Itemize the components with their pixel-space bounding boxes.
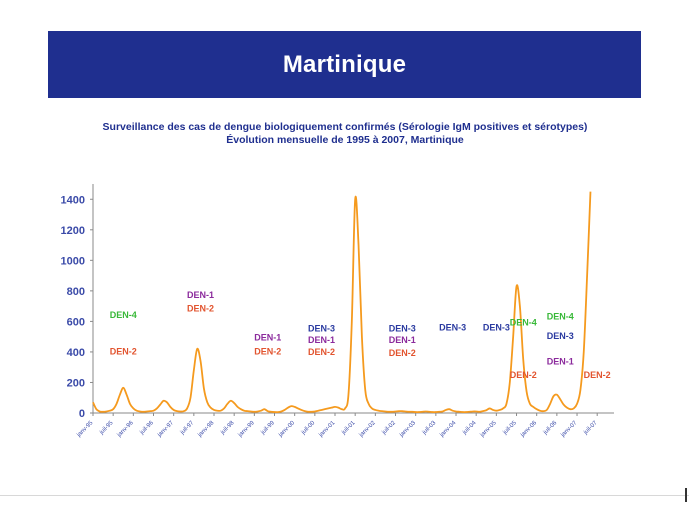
x-tick-label: juil-01	[340, 420, 357, 437]
serotype-label: DEN-1	[254, 333, 281, 343]
page-edge-mark	[685, 488, 687, 502]
x-tick-label: juil-97	[179, 420, 196, 437]
x-tick-label: janv-05	[479, 420, 498, 439]
x-tick-label: janv-07	[560, 420, 579, 439]
y-tick-label: 200	[67, 377, 85, 389]
x-tick-label: juil-05	[502, 420, 519, 437]
x-tick-label: janv-97	[156, 420, 175, 439]
chart-subtitle-line1: Surveillance des cas de dengue biologiqu…	[102, 121, 588, 133]
y-tick-label: 1400	[61, 194, 85, 206]
x-tick-label: janv-99	[237, 420, 256, 439]
serotype-label: DEN-3	[308, 324, 335, 334]
serotype-label: DEN-1	[547, 356, 574, 366]
series-line	[92, 191, 592, 414]
serotype-label: DEN-2	[187, 304, 214, 314]
serotype-label: DEN-2	[389, 348, 416, 358]
title-banner: Martinique	[48, 31, 641, 98]
y-tick-label: 1000	[61, 255, 85, 267]
serotype-label: DEN-2	[510, 370, 537, 380]
x-tick-label: juil-95	[98, 420, 115, 437]
serotype-label: DEN-1	[389, 335, 416, 345]
y-tick-label: 600	[67, 316, 85, 328]
y-tick-label: 0	[79, 408, 85, 420]
serotype-label: DEN-2	[110, 346, 137, 356]
serotype-label: DEN-4	[510, 317, 537, 327]
serotype-label: DEN-3	[547, 331, 574, 341]
x-tick-label: juil-07	[582, 420, 599, 437]
x-tick-label: janv-03	[398, 420, 417, 439]
x-tick-label: juil-04	[461, 420, 478, 437]
x-tick-label: juil-99	[260, 420, 277, 437]
x-tick-label: janv-95	[76, 420, 95, 439]
x-tick-label: juil-06	[542, 420, 559, 437]
y-tick-label: 800	[67, 286, 85, 298]
serotype-label: DEN-2	[254, 346, 281, 356]
x-tick-label: juil-98	[219, 420, 236, 437]
serotype-label: DEN-1	[187, 290, 214, 300]
x-tick-label: juil-00	[300, 420, 317, 437]
y-tick-label: 1200	[61, 225, 85, 237]
x-tick-label: juil-96	[139, 420, 156, 437]
serotype-label: DEN-3	[389, 324, 416, 334]
serotype-label: DEN-2	[584, 370, 611, 380]
serotype-label: DEN-4	[547, 311, 574, 321]
serotype-label: DEN-2	[308, 347, 335, 357]
banner-title: Martinique	[282, 50, 407, 78]
x-tick-label: janv-98	[197, 420, 216, 439]
serotype-label: DEN-3	[439, 323, 466, 333]
serotype-label: DEN-3	[483, 323, 510, 333]
x-tick-label: janv-01	[318, 420, 337, 439]
x-tick-label: janv-96	[116, 420, 135, 439]
x-tick-label: janv-02	[358, 420, 377, 439]
x-tick-label: juil-03	[421, 420, 438, 437]
serotype-label: DEN-1	[308, 335, 335, 345]
footer-divider	[0, 495, 689, 496]
x-tick-label: janv-00	[277, 420, 296, 439]
y-tick-label: 400	[67, 347, 85, 359]
serotype-label: DEN-4	[110, 310, 137, 320]
x-tick-label: janv-06	[519, 420, 538, 439]
x-tick-label: juil-02	[381, 420, 398, 437]
x-tick-label: janv-04	[439, 420, 458, 439]
chart-subtitle-line2: Évolution mensuelle de 1995 à 2007, Mart…	[226, 134, 464, 146]
